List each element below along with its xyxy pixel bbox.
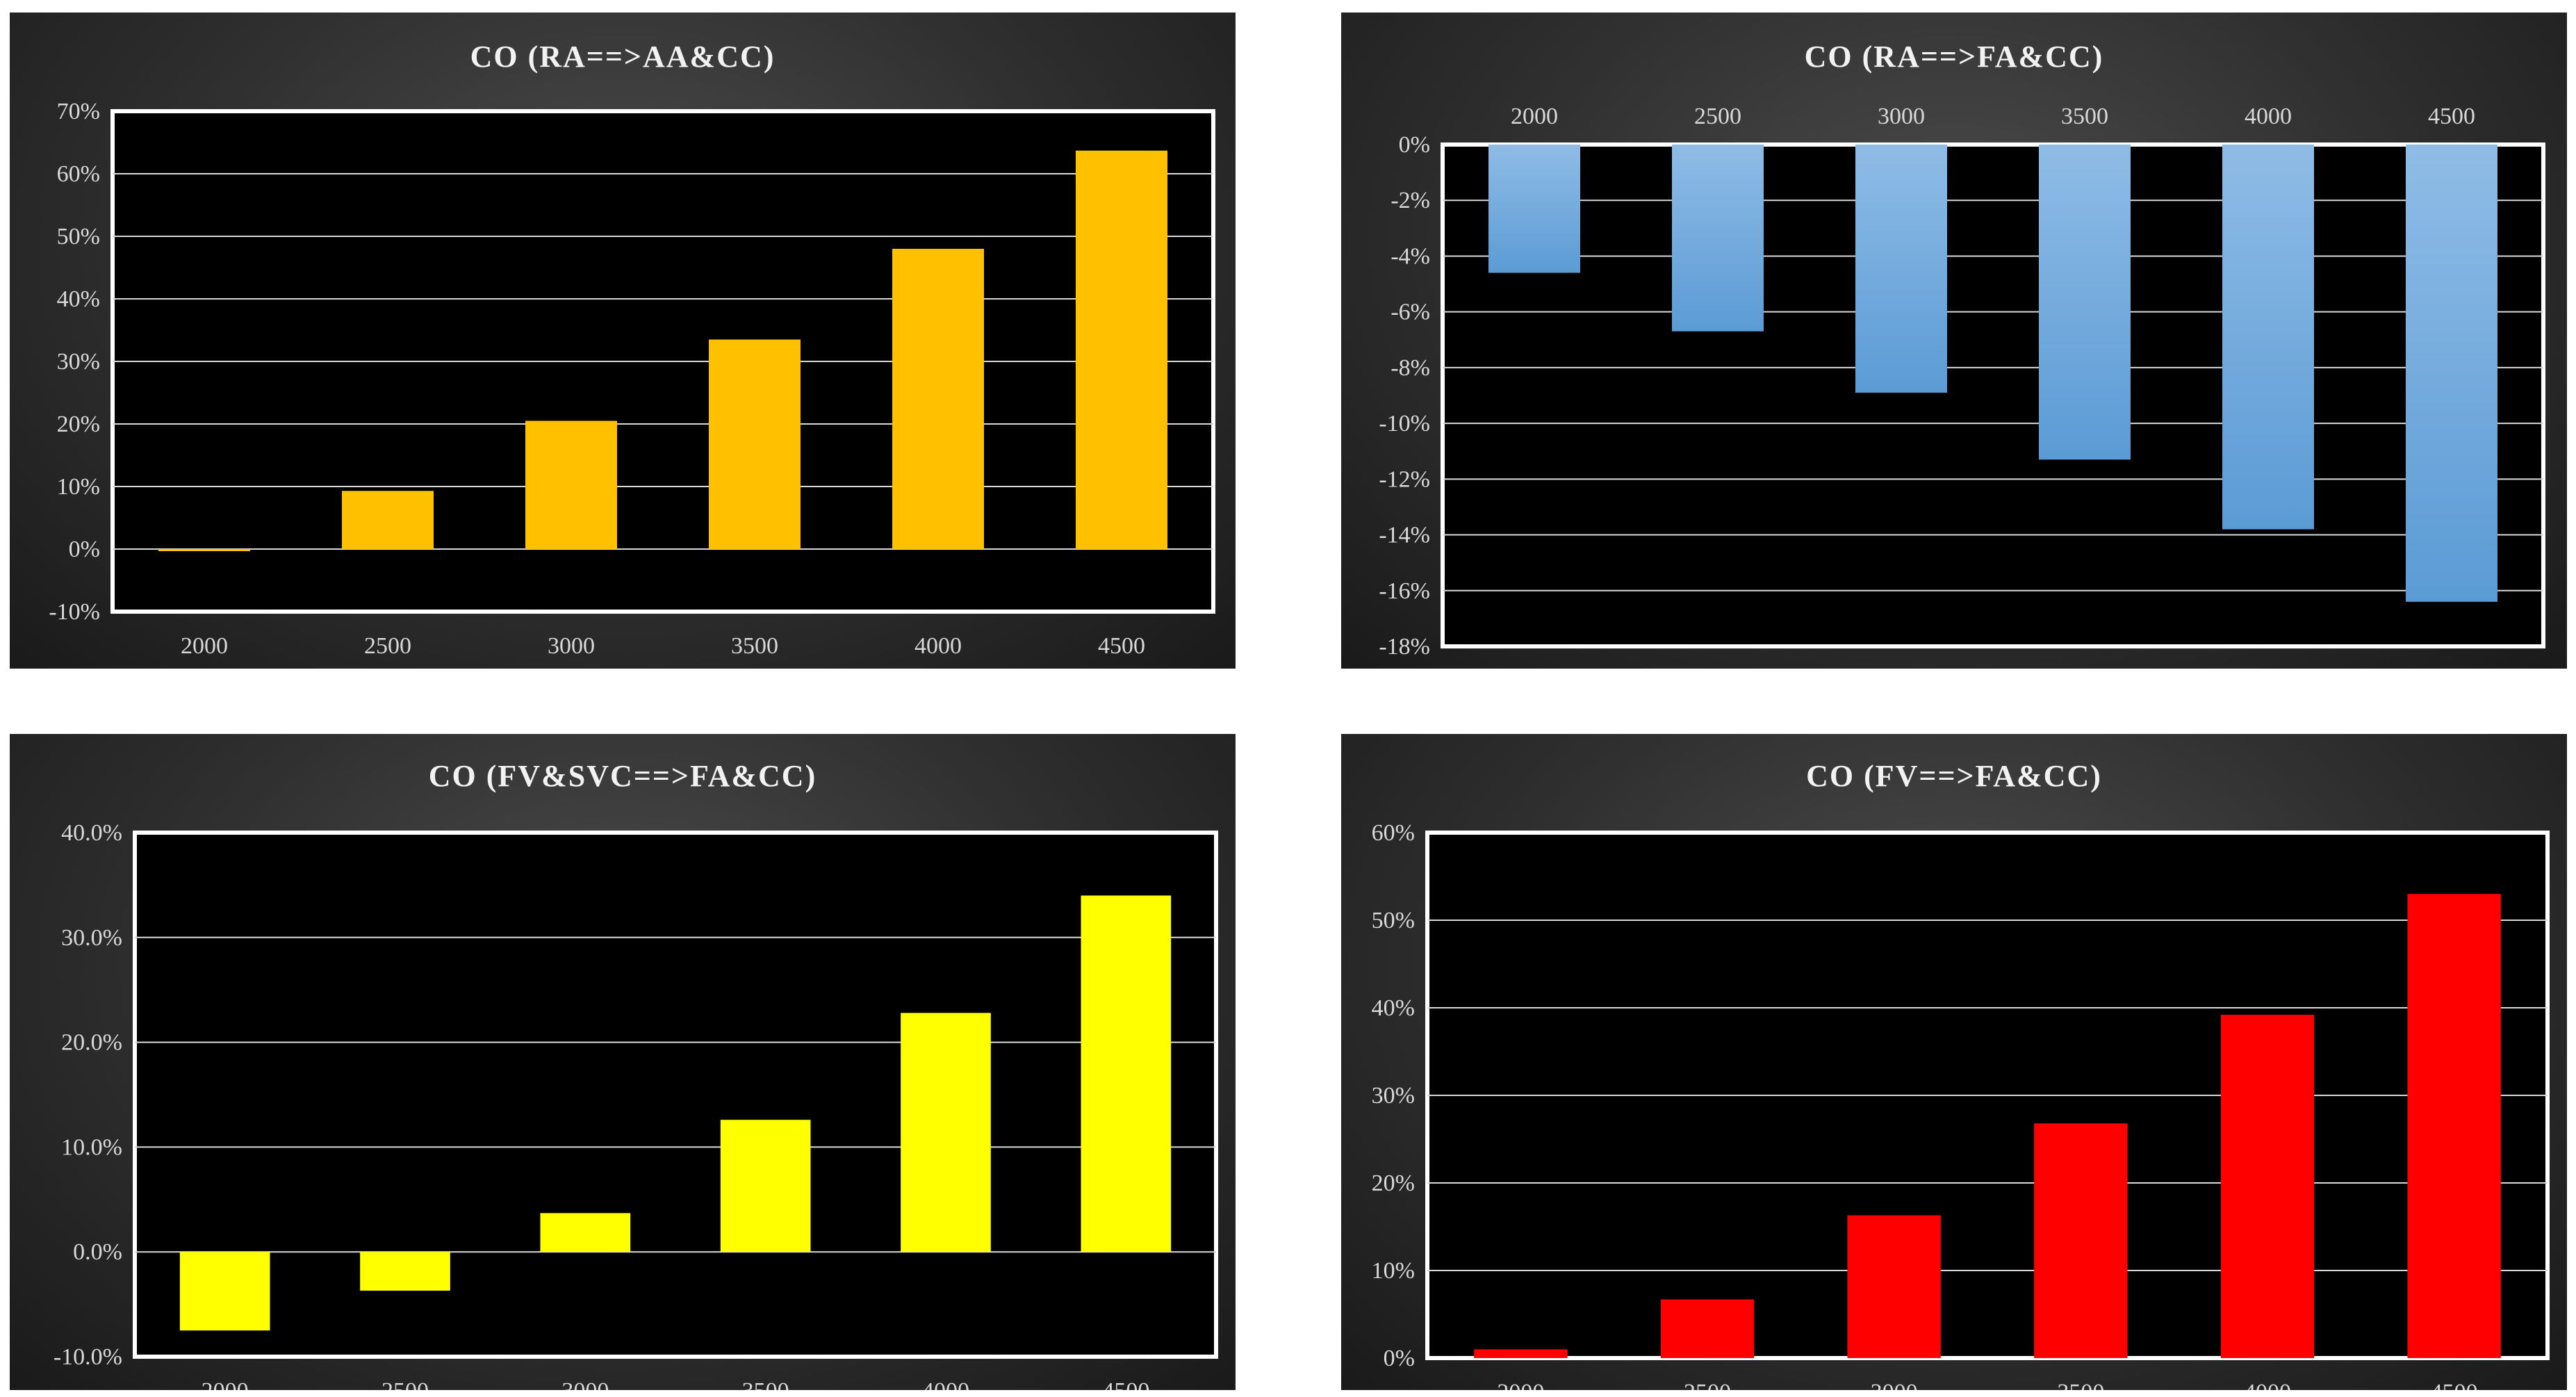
plot-area: [1441, 142, 2545, 648]
bar-3500: [709, 339, 801, 549]
y-tick-label: -16%: [1379, 578, 1430, 604]
chart-fv-fa-cc: CO (FV==>FA&CC) 0% 10% 20% 30% 40% 50% 60% 200…: [1372, 759, 2550, 1390]
x-tick-label: 2500: [364, 633, 411, 659]
x-tick-label: 3000: [1878, 104, 1925, 129]
plot-area: [133, 831, 1218, 1359]
x-tick-label: 3500: [2057, 1380, 2104, 1390]
bar-2500: [360, 1252, 450, 1291]
chart-ra-aa-cc: CO (RA==>AA&CC) -10% 0% 10% 20% 30% 40% 50% 60%…: [49, 40, 1215, 659]
y-tick-label: 0%: [69, 537, 100, 562]
x-tick-label: 4500: [1098, 633, 1145, 659]
y-tick-label: -10%: [1379, 411, 1430, 436]
x-tick-label: 4000: [2245, 104, 2292, 129]
y-tick-label: 70%: [57, 99, 100, 124]
y-tick-label: -2%: [1390, 188, 1430, 213]
bar-3500: [720, 1120, 811, 1252]
y-tick-label: 40%: [57, 286, 100, 312]
y-tick-label: -18%: [1379, 634, 1430, 660]
bar-4000: [2220, 1015, 2315, 1358]
y-tick-label: 0%: [1399, 132, 1430, 158]
bar-2000: [158, 549, 250, 551]
x-tick-label: 4000: [2244, 1380, 2291, 1390]
chart-panel-ra-aa-cc: CO (RA==>AA&CC) -10% 0% 10% 20% 30% 40% 50% 60%…: [10, 13, 1236, 669]
x-tick-label: 2000: [202, 1378, 249, 1390]
y-tick-label: 0.0%: [73, 1239, 122, 1265]
bar-3000: [540, 1213, 631, 1252]
y-tick-label: -8%: [1390, 355, 1430, 381]
x-tick-label: 3000: [548, 633, 595, 659]
bar-3000: [1847, 1215, 1941, 1358]
x-tick-label: 4000: [914, 633, 962, 659]
y-tick-label: 60%: [57, 161, 100, 187]
bar-3500: [2034, 1123, 2128, 1358]
chart-title: CO (RA==>AA&CC): [470, 40, 776, 74]
bar-3500: [2039, 145, 2131, 460]
y-tick-label: 20.0%: [61, 1030, 122, 1056]
y-tick-label: -6%: [1390, 300, 1430, 325]
bar-4500: [2407, 894, 2501, 1358]
chart-title: CO (RA==>FA&CC): [1805, 40, 2104, 74]
x-tick-label: 4500: [1102, 1378, 1149, 1390]
bar-2500: [1660, 1299, 1755, 1358]
chart-title: CO (FV==>FA&CC): [1806, 759, 2102, 793]
bar-2000: [1474, 1349, 1568, 1358]
chart-ra-fa-cc: CO (RA==>FA&CC) -18% -16% -14% -12% -10% -8% -…: [1379, 40, 2545, 660]
bar-4000: [901, 1013, 991, 1252]
x-tick-label: 4000: [922, 1378, 969, 1390]
y-tick-label: 40%: [1372, 995, 1415, 1021]
y-tick-label: -12%: [1379, 466, 1430, 492]
chart-title: CO (FV&SVC==>FA&CC): [429, 759, 817, 793]
x-tick-label: 4500: [2431, 1380, 2478, 1390]
x-tick-label: 3500: [731, 633, 778, 659]
x-tick-label: 3500: [2061, 104, 2108, 129]
bar-4500: [2406, 145, 2497, 602]
chart-panel-ra-fa-cc: CO (RA==>FA&CC) -18% -16% -14% -12% -10% -8% -…: [1341, 13, 2567, 669]
bar-4000: [2222, 145, 2314, 530]
x-tick-label: 4500: [2428, 104, 2475, 129]
y-tick-label: -10.0%: [54, 1344, 122, 1370]
x-tick-label: 2500: [1694, 104, 1741, 129]
bar-2000: [1488, 145, 1580, 273]
bar-4000: [892, 249, 984, 549]
bar-3000: [1855, 145, 1947, 393]
y-tick-label: 60%: [1372, 820, 1415, 846]
y-tick-label: 10%: [57, 474, 100, 500]
chart-fv-svc-fa-cc: CO (FV&SVC==>FA&CC) -10.0% 0.0% 10.0% 20.0%…: [54, 759, 1218, 1390]
y-tick-label: -4%: [1390, 243, 1430, 269]
y-tick-label: 10%: [1372, 1258, 1415, 1284]
bar-3000: [525, 420, 617, 549]
x-tick-label: 3500: [742, 1378, 789, 1390]
chart-panel-fv-svc-fa-cc: CO (FV&SVC==>FA&CC) -10.0% 0.0% 10.0% 20.0%…: [10, 734, 1236, 1390]
y-tick-label: 10.0%: [61, 1134, 122, 1160]
y-tick-label: 0%: [1384, 1346, 1415, 1371]
y-tick-label: 40.0%: [61, 820, 122, 846]
x-tick-label: 2000: [1497, 1380, 1544, 1390]
bar-2500: [342, 491, 434, 549]
x-tick-label: 2000: [1511, 104, 1558, 129]
y-tick-label: 30%: [57, 349, 100, 375]
y-tick-label: 20%: [57, 411, 100, 437]
x-tick-label: 2000: [181, 633, 228, 659]
bar-4500: [1081, 895, 1172, 1252]
x-tick-label: 2500: [382, 1378, 429, 1390]
y-tick-label: 30%: [1372, 1083, 1415, 1109]
y-tick-label: 30.0%: [61, 925, 122, 951]
x-tick-label: 3000: [1871, 1380, 1918, 1390]
bar-4500: [1076, 150, 1167, 549]
y-tick-label: 50%: [1372, 908, 1415, 933]
y-tick-label: -14%: [1379, 523, 1430, 548]
x-tick-label: 3000: [561, 1378, 609, 1390]
y-tick-label: -10%: [49, 599, 100, 625]
y-tick-label: 20%: [1372, 1170, 1415, 1196]
y-tick-label: 50%: [57, 224, 100, 250]
bar-2500: [1672, 145, 1764, 332]
x-tick-label: 2500: [1684, 1380, 1731, 1390]
bar-2000: [179, 1252, 270, 1331]
chart-panel-fv-fa-cc: CO (FV==>FA&CC) 0% 10% 20% 30% 40% 50% 60% 200…: [1341, 734, 2567, 1390]
